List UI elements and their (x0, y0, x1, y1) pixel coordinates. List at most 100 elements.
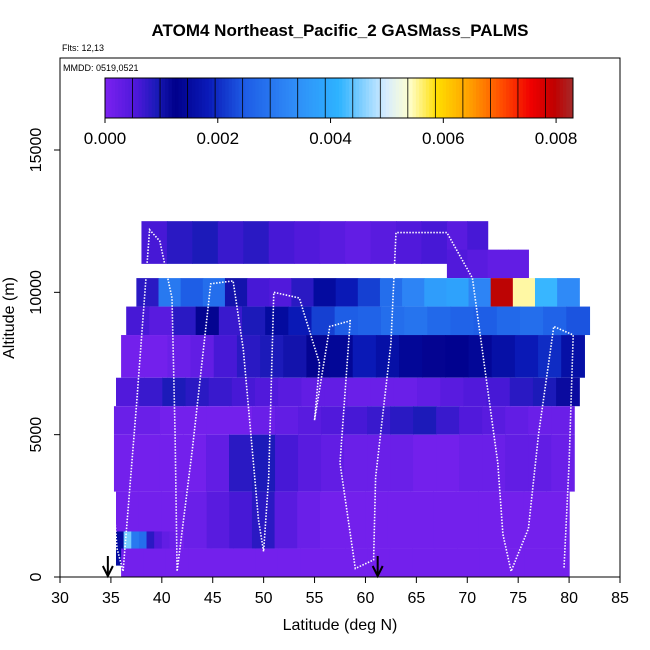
heatmap-cell-6-10 (347, 377, 372, 407)
heatmap-cell-7-10 (344, 406, 368, 435)
heatmap-cell-5-1 (144, 335, 169, 378)
colorbar (104, 77, 574, 119)
heatmap-cell-5-3 (190, 335, 215, 378)
colorbar-segment (272, 78, 276, 118)
colorbar-segment (232, 78, 236, 118)
heatmap-cell-8-3 (182, 434, 207, 492)
heatmap-cell-6-5 (231, 377, 256, 407)
heatmap-cell-6-3 (185, 377, 210, 407)
heatmap-cell-4-1 (149, 306, 174, 336)
arrow-marker-1 (371, 556, 384, 579)
heatmap-cell-6-18 (532, 377, 557, 407)
colorbar-segment (342, 78, 347, 118)
heatmap-cell-7-6 (252, 406, 276, 435)
heatmap-cell-3-3 (202, 278, 226, 307)
heatmap-cell-5-11 (375, 335, 400, 378)
heatmap-cell-8-13 (413, 434, 437, 492)
colorbar-segment (362, 78, 367, 118)
heatmap-cell-0-6 (294, 221, 321, 264)
colorbar-segment (482, 78, 487, 118)
colorbar-segment (392, 78, 397, 118)
colorbar-segment (359, 78, 363, 118)
flights-label: Flts: 12,13 (62, 43, 104, 53)
heatmap-cell-11-15 (457, 548, 481, 577)
colorbar-segment (275, 78, 280, 118)
date-label: MMDD: 0519,0521 (63, 63, 139, 73)
heatmap-cell-11-0 (121, 548, 145, 577)
colorbar-segment (549, 78, 554, 118)
x-tick-label: 85 (611, 590, 629, 607)
heatmap-cell-8-18 (528, 434, 552, 492)
colorbar-segment (349, 78, 353, 118)
colorbar-segment (302, 78, 307, 118)
heatmap-cell-3-6 (269, 278, 292, 307)
colorbar-segment (188, 78, 193, 118)
colorbar-segment (292, 78, 297, 118)
heatmap-cell-3-19 (557, 278, 580, 307)
colorbar-segment (512, 78, 517, 118)
heatmap-cell-3-2 (180, 278, 204, 307)
colorbar-segment (382, 78, 387, 118)
colorbar-segment (205, 78, 210, 118)
heatmap-cell-7-13 (413, 406, 437, 435)
colorbar-segment (235, 78, 240, 118)
colorbar-segment (115, 78, 119, 118)
colorbar-segment (332, 78, 337, 118)
heatmap-cell-4-5 (242, 306, 266, 336)
heatmap-cell-4-2 (172, 306, 197, 336)
heatmap-cell-9-15 (455, 491, 480, 549)
heatmap-cell-5-15 (468, 335, 493, 378)
heatmap-cell-0-4 (243, 221, 270, 264)
heatmap-cell-7-4 (206, 406, 230, 435)
heatmap-cell-6-13 (417, 377, 441, 407)
heatmap-cell-7-15 (459, 406, 483, 435)
colorbar-segment (181, 78, 186, 118)
colorbar-segment (489, 78, 494, 118)
colorbar-segment (569, 78, 574, 118)
colorbar-tick-label: 0.000 (84, 129, 127, 148)
heatmap-cell-4-9 (334, 306, 359, 336)
colorbar-segment (519, 78, 524, 118)
colorbar-segment (225, 78, 230, 118)
heatmap-cell-11-5 (233, 548, 257, 577)
heatmap-cell-8-1 (136, 434, 161, 492)
colorbar-segment (265, 78, 270, 118)
heatmap-cell-11-13 (412, 548, 436, 577)
colorbar-segment (395, 78, 400, 118)
heatmap-cell-9-7 (274, 491, 298, 549)
colorbar-tick-label: 0.006 (422, 129, 465, 148)
heatmap-cell-9-18 (523, 491, 548, 549)
colorbar-segment (469, 78, 474, 118)
colorbar-segment (252, 78, 256, 118)
colorbar-segment (218, 78, 223, 118)
colorbar-segment (502, 78, 507, 118)
colorbar-segment (506, 78, 510, 118)
heatmap-cell-9-19 (546, 491, 570, 549)
colorbar-segment (268, 78, 273, 118)
heatmap-cell-9-8 (297, 491, 321, 549)
colorbar-segment (509, 78, 514, 118)
heatmap-cell-8-5 (229, 434, 253, 492)
colorbar-segment (282, 78, 287, 118)
x-axis: 30 35 40 45 50 55 60 65 70 75 80 85 (51, 577, 629, 607)
heatmap-cell-6-9 (324, 377, 349, 407)
heatmap-cell-6-17 (509, 377, 534, 407)
colorbar-frame (104, 77, 574, 119)
heatmap-cell-5-2 (167, 335, 192, 378)
heatmap-cell-4-17 (519, 306, 544, 336)
heatmap-cell-3-18 (534, 278, 558, 307)
heatmap-cell-9-6 (251, 491, 276, 549)
colorbar-segment (145, 78, 149, 118)
heatmap-cell-6-19 (556, 377, 580, 407)
heatmap-cell-5-14 (445, 335, 470, 378)
colorbar-segment (539, 78, 544, 118)
colorbar-tick-label: 0.002 (196, 129, 239, 148)
colorbar-segment (242, 78, 246, 118)
colorbar-segment (486, 78, 490, 118)
heatmap-cell-5-6 (260, 335, 284, 378)
colorbar-segment (375, 78, 380, 118)
colorbar-segment (148, 78, 153, 118)
heatmap-cell-11-8 (300, 548, 324, 577)
heatmap-cell-11-19 (546, 548, 570, 577)
colorbar-segment (135, 78, 139, 118)
